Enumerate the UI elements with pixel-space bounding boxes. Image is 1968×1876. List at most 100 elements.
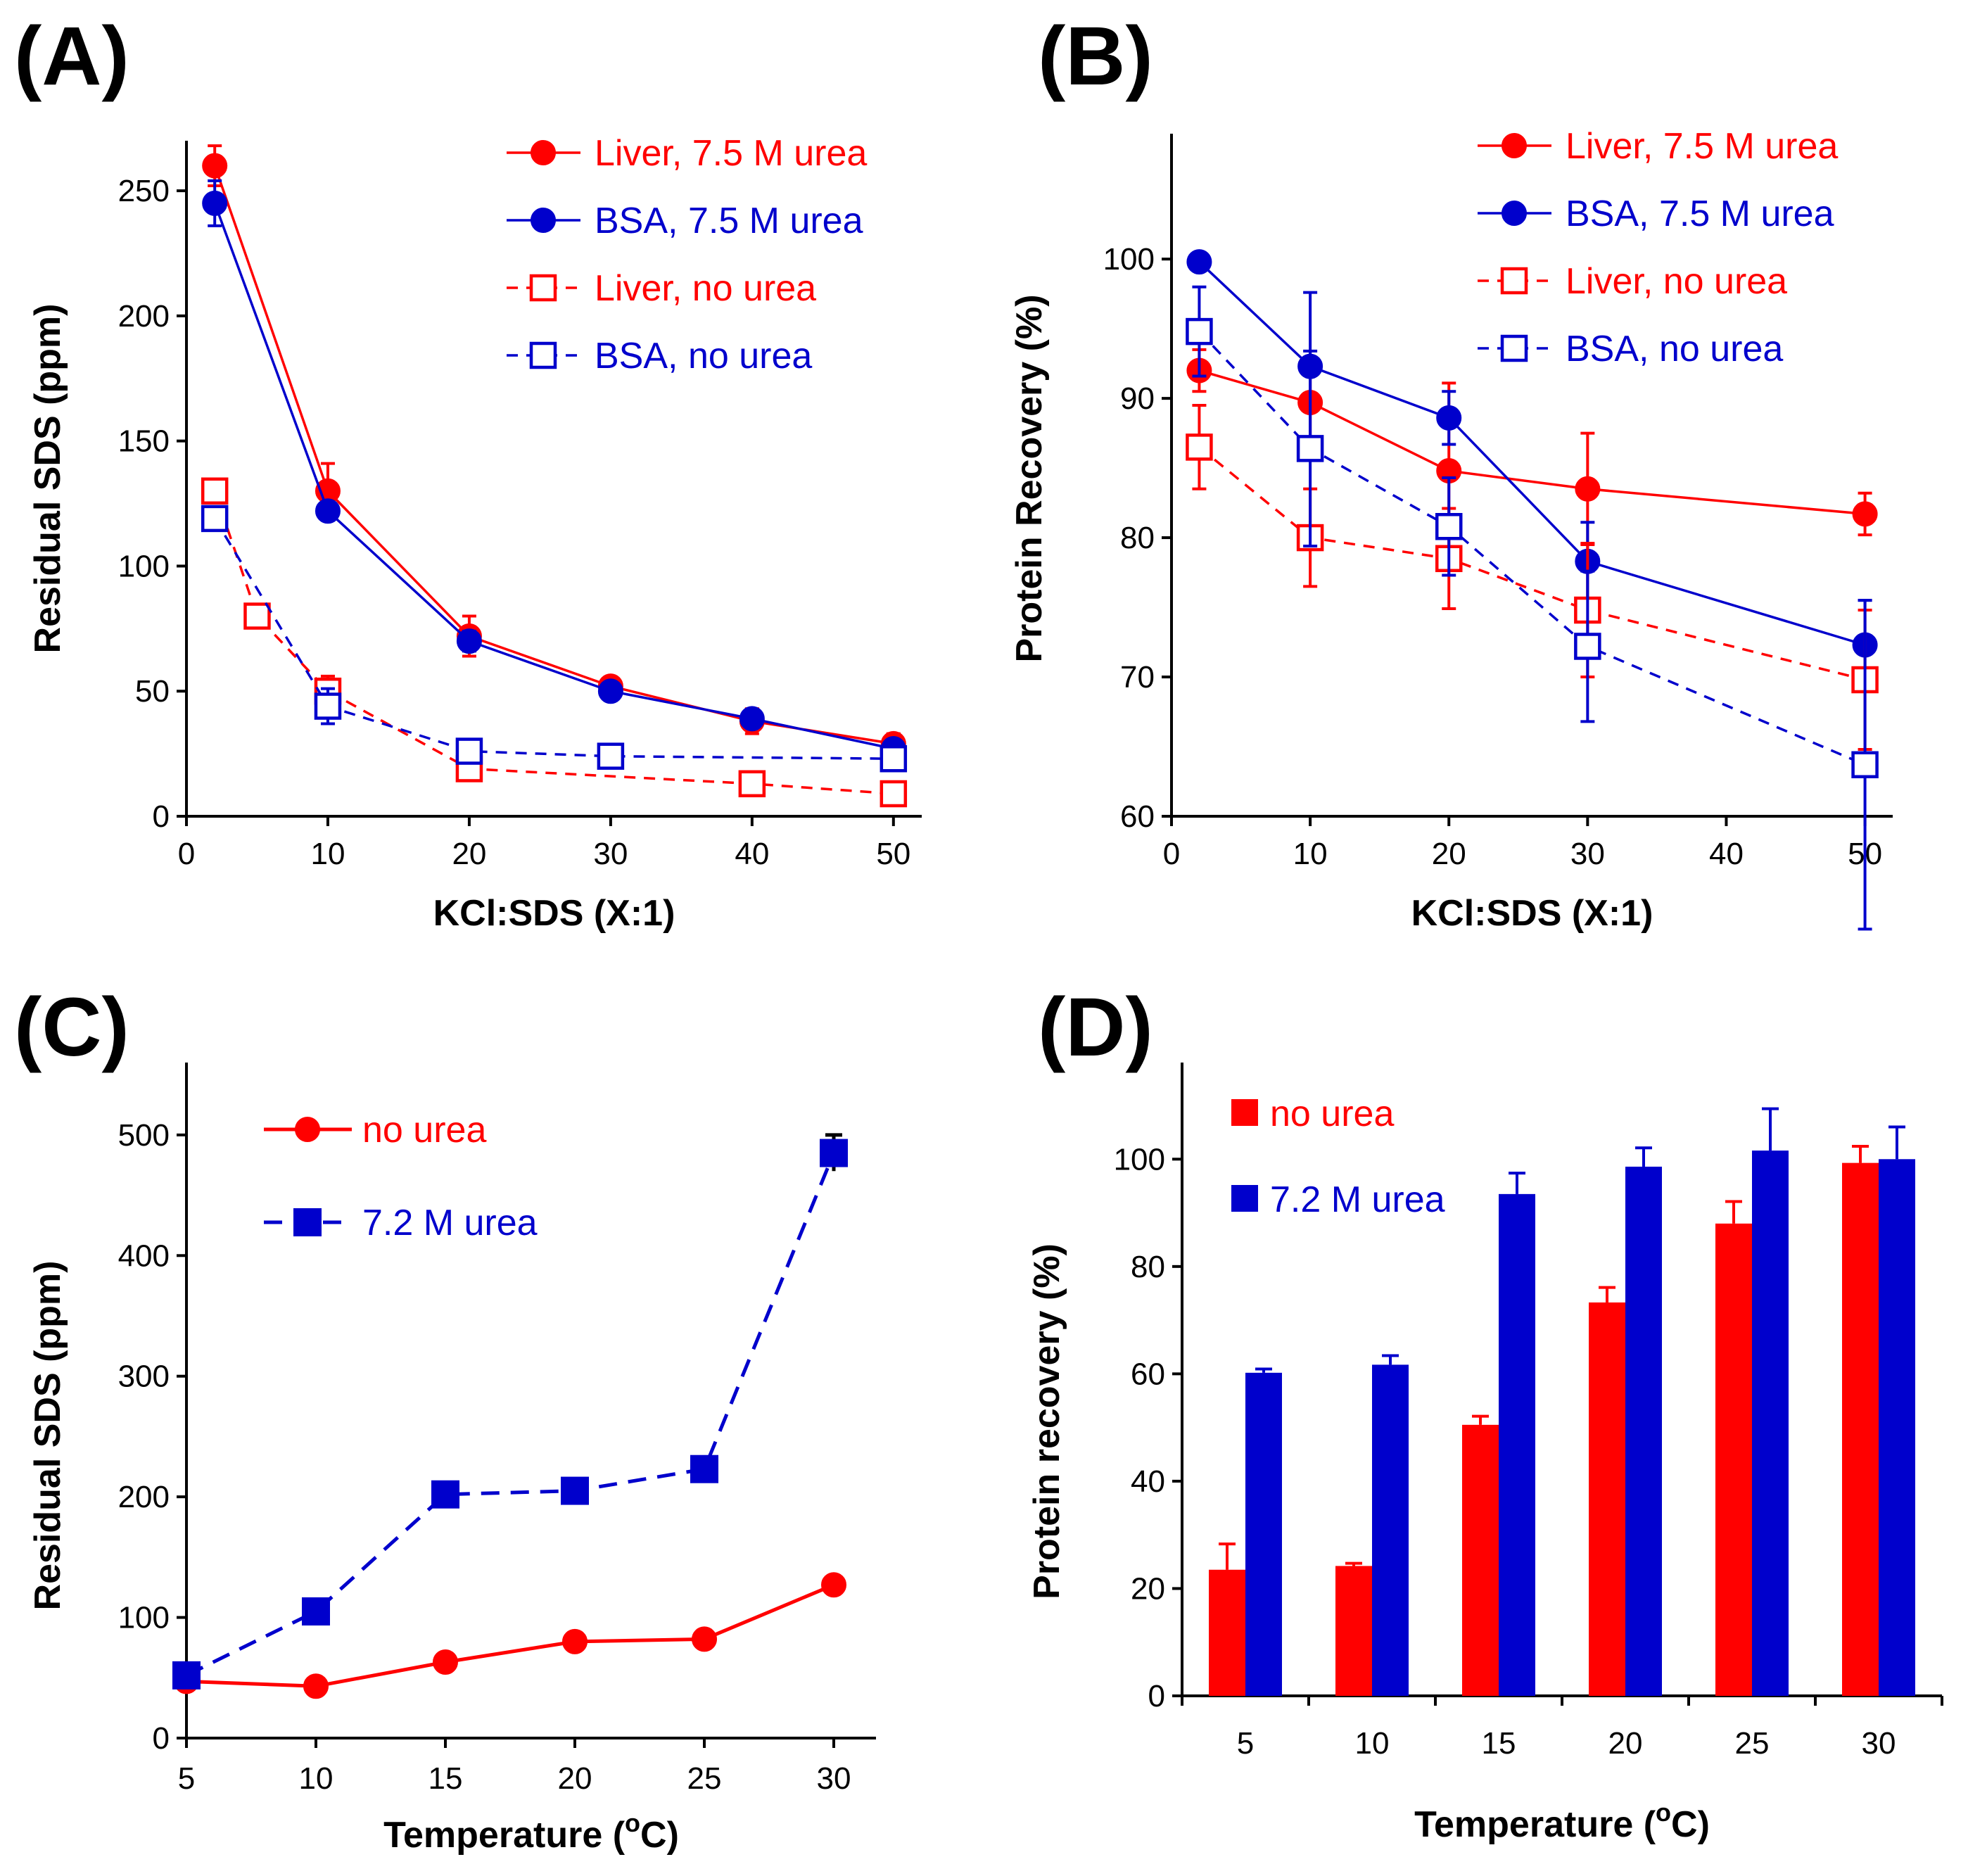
- bar: [1499, 1193, 1535, 1696]
- data-point: [1574, 633, 1601, 660]
- y-tick-label: 150: [118, 424, 170, 459]
- bar: [1462, 1424, 1499, 1696]
- y-tick-label: 60: [1120, 799, 1155, 834]
- data-point: [1435, 512, 1463, 540]
- y-tick-label: 0: [153, 799, 170, 834]
- data-point: [315, 498, 341, 524]
- series-line: [213, 203, 894, 750]
- data-point: [201, 505, 229, 533]
- legend-label: BSA, 7.5 M urea: [1566, 194, 1834, 234]
- x-tick-label: 40: [735, 837, 769, 871]
- x-tick-label: 25: [687, 1761, 722, 1796]
- x-axis-title-part: Temperature (: [1414, 1804, 1656, 1845]
- data-point: [1186, 433, 1213, 461]
- bar: [1625, 1166, 1662, 1696]
- x-tick-label: 30: [593, 837, 628, 871]
- data-point: [201, 477, 229, 505]
- series-line: [213, 490, 894, 795]
- data-point: [1852, 501, 1878, 527]
- x-axis-title-part: C): [1671, 1804, 1710, 1845]
- data-point: [561, 1476, 589, 1505]
- y-tick-label: 200: [118, 1480, 170, 1514]
- legend-label: Liver, 7.5 M urea: [1566, 126, 1838, 167]
- x-tick-label: 10: [299, 1761, 334, 1796]
- data-point: [455, 737, 483, 765]
- legend-marker: [295, 1117, 320, 1142]
- data-point: [1186, 317, 1213, 346]
- legend-marker: [293, 1208, 322, 1236]
- legend-label: Liver, 7.5 M urea: [595, 133, 867, 174]
- y-tick-label: 250: [118, 174, 170, 208]
- legend-label: BSA, 7.5 M urea: [595, 201, 863, 241]
- series-bsa-no-urea: BSA, no urea: [1186, 285, 1879, 931]
- x-tick-label: 5: [1237, 1726, 1254, 1761]
- y-axis-title: Residual SDS (ppm): [27, 304, 68, 654]
- bar: [1879, 1159, 1915, 1696]
- y-tick-label: 100: [118, 1601, 170, 1635]
- legend-label: 7.2 M urea: [1270, 1179, 1445, 1220]
- legend-marker: [1500, 267, 1528, 295]
- legend-label: 7.2 M urea: [362, 1203, 538, 1243]
- x-tick-label: 20: [1432, 837, 1466, 871]
- data-point: [202, 153, 228, 179]
- y-tick-label: 60: [1131, 1357, 1165, 1391]
- y-tick-label: 400: [118, 1238, 170, 1273]
- x-tick-label: 50: [876, 837, 910, 871]
- data-point: [314, 692, 342, 720]
- bar: [1752, 1151, 1789, 1696]
- x-tick-label: 5: [178, 1761, 195, 1796]
- x-tick-label: 15: [1482, 1726, 1516, 1761]
- x-tick-label: 30: [1570, 837, 1605, 871]
- x-axis-title-superscript: o: [1656, 1798, 1671, 1827]
- legend-marker: [1500, 334, 1528, 362]
- data-point: [431, 1480, 459, 1509]
- y-tick-label: 80: [1120, 521, 1155, 555]
- x-axis-title-superscript: o: [625, 1808, 640, 1837]
- x-tick-label: 20: [1608, 1726, 1643, 1761]
- data-point: [690, 1454, 718, 1483]
- panel-label: (A): [14, 10, 129, 103]
- data-point: [562, 1628, 588, 1654]
- data-point: [202, 190, 228, 216]
- data-point: [243, 602, 271, 630]
- y-tick-label: 100: [1114, 1142, 1165, 1177]
- x-tick-label: 40: [1709, 837, 1744, 871]
- chart-panel-d: (D) 0 20 40 60 80 100 5 10 15 20 25 30 Protein recove…: [1027, 981, 1943, 1845]
- bar: [1209, 1569, 1245, 1696]
- x-axis-title: Temperature (oC): [1414, 1798, 1710, 1845]
- y-axis-title: Protein recovery (%): [1027, 1243, 1067, 1599]
- legend-label: BSA, no urea: [1566, 329, 1783, 369]
- y-tick-label: 0: [1148, 1679, 1165, 1713]
- x-tick-label: 10: [310, 837, 345, 871]
- panel-label: (B): [1038, 10, 1153, 103]
- bar: [1589, 1302, 1625, 1696]
- x-axis-title-part: C): [640, 1815, 679, 1856]
- y-axis-title: Protein Recovery (%): [1009, 294, 1050, 662]
- data-point: [1296, 435, 1324, 462]
- legend-marker: [1502, 133, 1527, 158]
- data-point: [303, 1673, 329, 1699]
- data-point: [302, 1597, 330, 1625]
- y-tick-label: 90: [1120, 381, 1155, 416]
- data-point: [1851, 751, 1879, 779]
- y-tick-label: 100: [118, 549, 170, 583]
- data-point: [1186, 249, 1212, 275]
- legend-swatch: [1231, 1185, 1258, 1212]
- legend-label: BSA, no urea: [595, 336, 812, 376]
- series-7-2-m-urea: 7.2 M urea: [172, 1133, 848, 1690]
- y-tick-label: 80: [1131, 1250, 1165, 1284]
- series-no-urea: no urea: [174, 1110, 846, 1699]
- x-tick-label: 0: [1163, 837, 1180, 871]
- x-axis-title: KCl:SDS (X:1): [1411, 893, 1653, 934]
- y-axis-title: Residual SDS (ppm): [27, 1261, 68, 1611]
- legend-marker: [531, 140, 556, 165]
- series-7-2-m-urea: 7.2 M urea: [1231, 1107, 1915, 1696]
- x-tick-label: 10: [1293, 837, 1328, 871]
- legend-label: no urea: [362, 1110, 486, 1151]
- data-point: [433, 1649, 458, 1675]
- bar: [1245, 1372, 1282, 1696]
- y-tick-label: 20: [1131, 1571, 1165, 1606]
- legend-marker: [529, 274, 557, 302]
- y-tick-label: 70: [1120, 660, 1155, 695]
